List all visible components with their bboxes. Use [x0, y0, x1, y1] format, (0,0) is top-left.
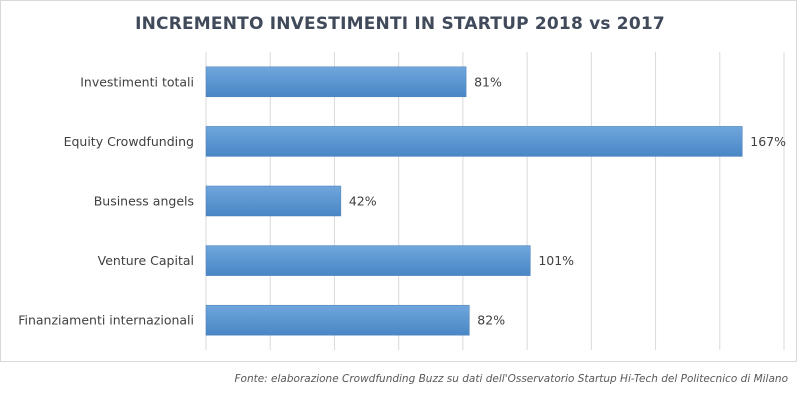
category-label: Equity Crowdfunding [64, 134, 194, 149]
data-label: 167% [750, 134, 786, 149]
category-label: Investimenti totali [80, 74, 194, 89]
category-label: Finanziamenti internazionali [18, 313, 194, 328]
bar [205, 126, 743, 157]
bar [205, 66, 467, 98]
bar [205, 185, 342, 217]
data-label: 81% [474, 74, 502, 89]
source-note: Fonte: elaborazione Crowdfunding Buzz su… [234, 373, 788, 385]
category-label: Venture Capital [98, 253, 194, 268]
chart-frame [0, 0, 797, 362]
data-label: 101% [538, 253, 574, 268]
category-label: Business angels [94, 194, 194, 209]
data-label: 42% [349, 194, 377, 209]
bar [205, 304, 470, 336]
data-label: 82% [477, 313, 505, 328]
bar [205, 245, 531, 276]
chart-title: INCREMENTO INVESTIMENTI IN STARTUP 2018 … [135, 14, 665, 34]
